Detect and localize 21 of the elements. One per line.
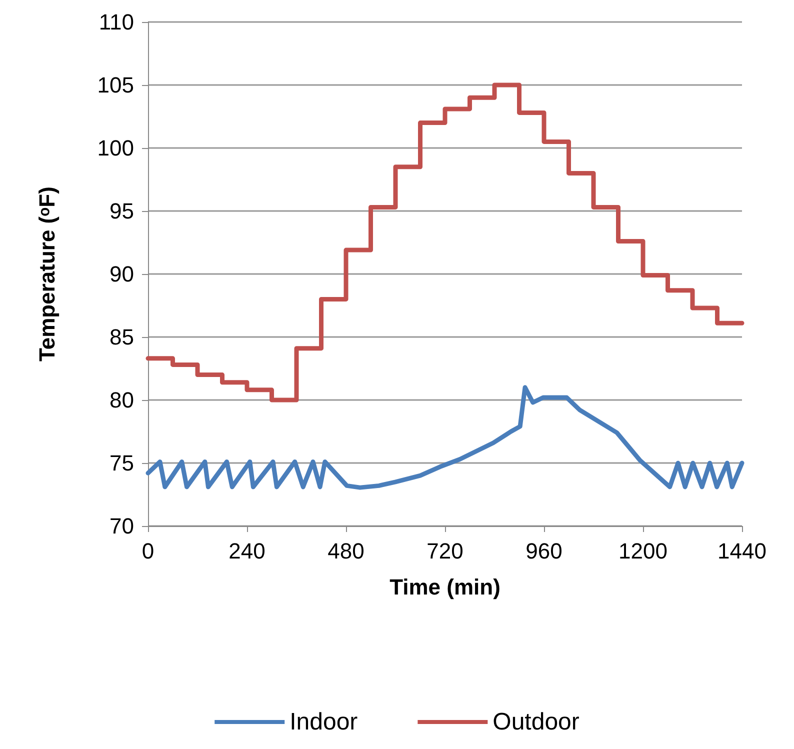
x-axis-title: Time (min) xyxy=(390,574,500,600)
x-tick-label: 480 xyxy=(328,538,364,564)
y-tick-label: 105 xyxy=(97,72,134,98)
x-tick-label: 0 xyxy=(142,538,154,564)
x-tick-label: 1200 xyxy=(618,538,668,564)
y-tick-label: 80 xyxy=(110,388,134,412)
y-tick-label: 85 xyxy=(110,324,134,350)
line-series xyxy=(146,385,744,490)
x-tick-label: 960 xyxy=(526,538,562,564)
y-tick-label: 90 xyxy=(110,262,134,286)
y-tick-label: 110 xyxy=(98,10,134,34)
y-tick-label: 75 xyxy=(110,450,134,476)
y-tick-label: 70 xyxy=(110,514,134,538)
y-tick-label: 95 xyxy=(110,198,134,224)
y-axis-title: Temperature (ᵒF) xyxy=(34,186,60,362)
x-tick-label: 1440 xyxy=(718,538,766,564)
legend-label: Outdoor xyxy=(492,708,580,736)
y-tick-label: 100 xyxy=(97,136,134,160)
legend-label: Indoor xyxy=(290,708,358,736)
x-tick-label: 720 xyxy=(426,538,464,564)
x-tick-label: 240 xyxy=(228,538,266,564)
